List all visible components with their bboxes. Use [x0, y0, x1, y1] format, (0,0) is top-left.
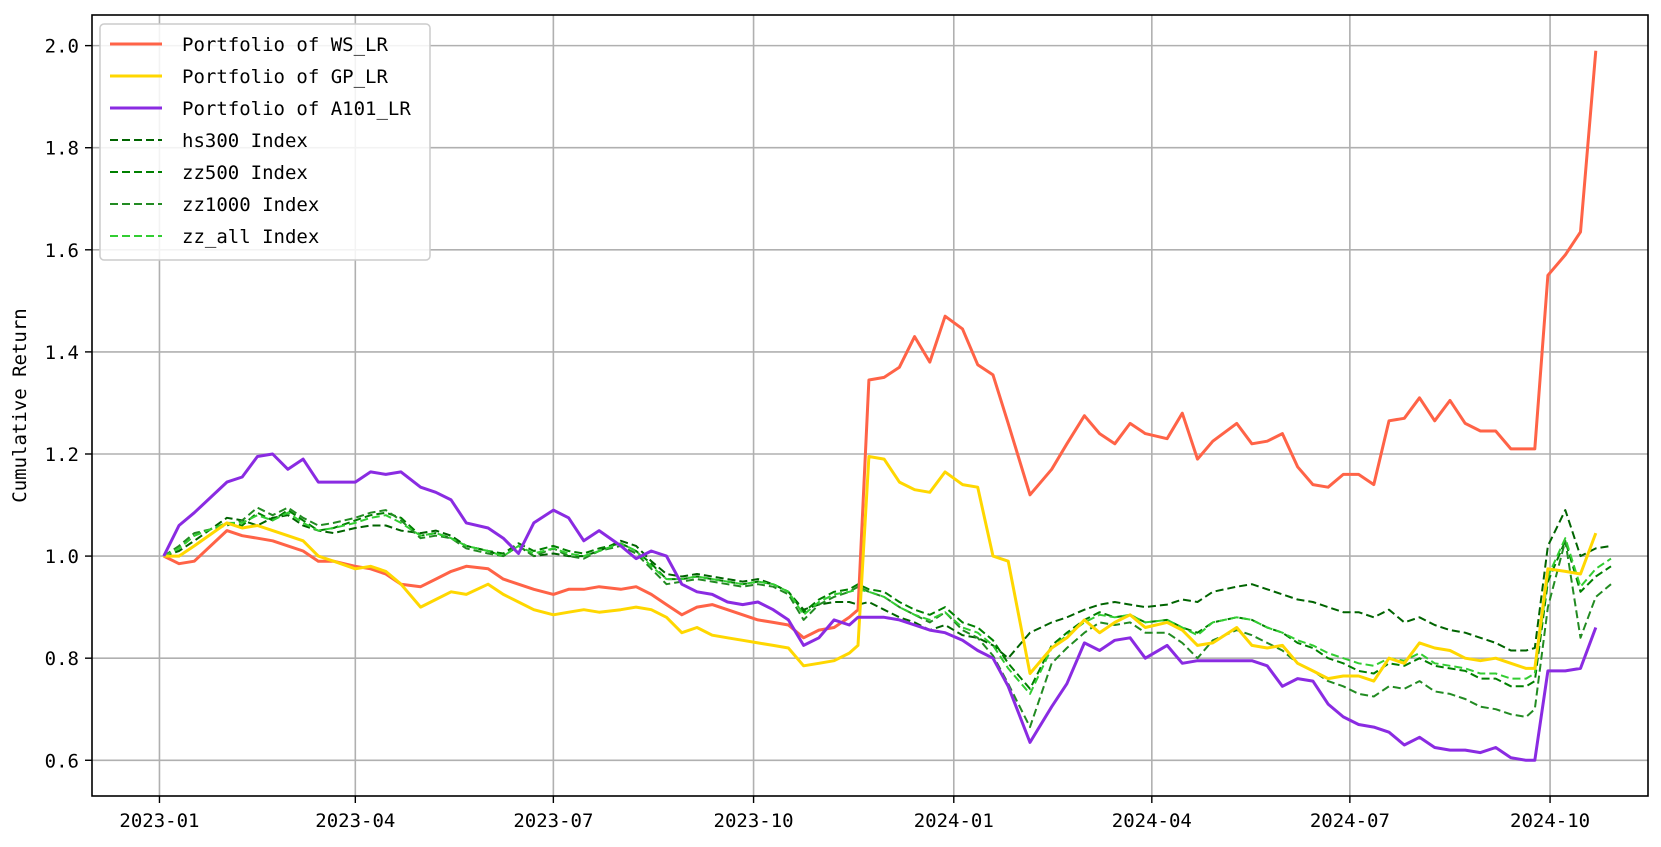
y-tick-label: 1.6	[45, 240, 79, 262]
legend: Portfolio of WS_LR Portfolio of GP_LR Port…	[99, 23, 431, 261]
legend-label: Portfolio of A101_LR	[182, 98, 411, 120]
plot-frame	[91, 14, 1649, 797]
series-line-4	[163, 509, 1612, 690]
x-tick-label: 2023-04	[315, 810, 395, 832]
legend-label: zz1000 Index	[182, 194, 319, 216]
legend-label: zz500 Index	[182, 162, 308, 184]
y-tick-label: 1.4	[45, 342, 79, 364]
y-tick-label: 1.2	[45, 444, 79, 466]
series-line-5	[163, 506, 1612, 729]
series-line-6	[163, 511, 1612, 695]
y-tick-label: 1.8	[45, 138, 79, 160]
legend-label: zz_all Index	[182, 226, 319, 248]
legend-label: hs300 Index	[182, 130, 308, 152]
y-tick-label: 0.6	[45, 750, 79, 772]
series-line-1	[163, 455, 1598, 683]
x-tick-label: 2024-04	[1112, 810, 1192, 832]
legend-label: Portfolio of WS_LR	[182, 34, 388, 56]
legend-box	[99, 23, 431, 261]
series-lines	[162, 50, 1612, 762]
x-tick-label: 2023-10	[714, 810, 794, 832]
y-tick-label: 2.0	[45, 36, 79, 58]
y-tick-label: 0.8	[45, 648, 79, 670]
y-tick-label: 1.0	[45, 546, 79, 568]
legend-label: Portfolio of GP_LR	[182, 66, 388, 88]
x-tick-label: 2024-07	[1310, 810, 1390, 832]
axis-ticks: 2023-01 2023-04 2023-07 2023-10 2024-01 2024-…	[45, 36, 1590, 832]
series-line-2	[162, 452, 1598, 762]
series-line-0	[163, 50, 1598, 640]
y-axis-label: Cumulative Return	[9, 308, 31, 502]
x-tick-label: 2024-10	[1510, 810, 1590, 832]
x-tick-label: 2023-01	[119, 810, 199, 832]
series-line-3	[163, 509, 1612, 660]
x-tick-label: 2024-01	[914, 810, 994, 832]
x-tick-label: 2023-07	[513, 810, 593, 832]
